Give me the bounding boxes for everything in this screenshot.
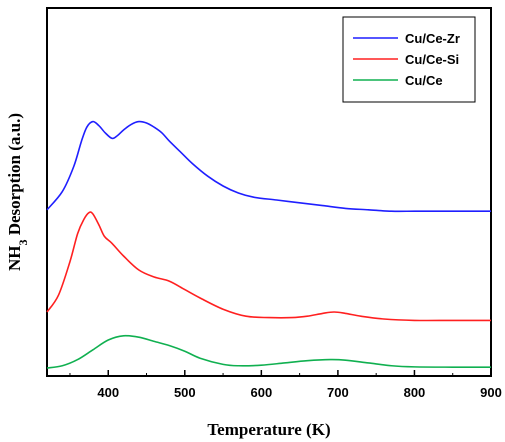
legend: Cu/Ce-Zr Cu/Ce-Si Cu/Ce	[342, 16, 476, 103]
legend-label-cu-ce-zr: Cu/Ce-Zr	[405, 31, 460, 46]
series-layer	[46, 120, 492, 369]
series-line-cu-ce-zr	[46, 120, 491, 213]
plot-frame	[46, 7, 492, 377]
y-axis-title-main: NH	[5, 246, 24, 272]
legend-label-cu-ce-si: Cu/Ce-Si	[405, 52, 459, 67]
x-tick-label: 600	[250, 385, 272, 400]
legend-label-cu-ce: Cu/Ce	[405, 73, 443, 88]
x-axis-ticks: 400 500 600 700 800 900	[69, 370, 502, 400]
y-axis-title-sub: 3	[16, 240, 30, 246]
y-axis-title: NH3 Desorption (a.u.)	[5, 113, 30, 271]
plot-border	[46, 7, 492, 377]
x-tick-label: 500	[174, 385, 196, 400]
x-tick-label: 800	[404, 385, 426, 400]
series-line-cu-ce	[46, 334, 492, 369]
x-tick-label: 400	[97, 385, 119, 400]
x-tick-label: 700	[327, 385, 349, 400]
x-axis-title: Temperature (K)	[207, 420, 330, 439]
x-tick-label: 900	[480, 385, 502, 400]
series-line-cu-ce-si	[46, 211, 491, 322]
y-axis-title-rest: Desorption (a.u.)	[5, 113, 24, 240]
